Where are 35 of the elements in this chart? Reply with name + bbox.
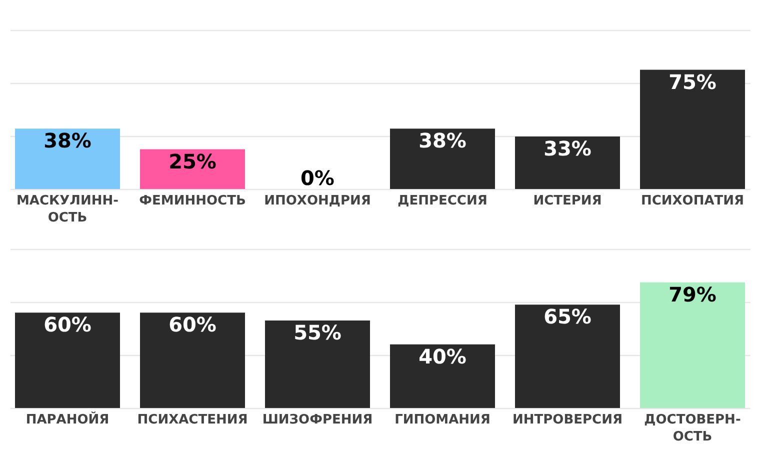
bar (390, 128, 495, 189)
bar (515, 304, 620, 408)
data-label: 60% (168, 312, 216, 337)
bar (140, 312, 245, 408)
bar (140, 149, 245, 189)
data-label: 33% (544, 136, 592, 161)
x-tick-label: ИСТЕРИЯ (533, 194, 602, 208)
bar (640, 282, 745, 408)
data-label: 38% (418, 128, 466, 153)
data-label: 60% (44, 312, 92, 337)
data-label: 0% (300, 166, 334, 190)
data-label: 25% (168, 149, 216, 174)
x-tick-label: ДЕПРЕССИЯ (398, 194, 488, 208)
data-label: 75% (668, 70, 716, 94)
data-label: 38% (44, 128, 92, 153)
x-tick-label: ПСИХОПАТИЯ (640, 194, 744, 208)
x-tick-label: ПСИХАСТЕНИЯ (137, 412, 248, 428)
bar (390, 344, 495, 408)
bar (265, 320, 370, 408)
bar (15, 128, 120, 189)
x-tick-label: ФЕМИННОСТЬ (139, 194, 246, 208)
x-tick-label: ДОСТОВЕРН-ОСТЬ (644, 412, 741, 444)
x-tick-label: ПАРАНОЙЯ (26, 410, 110, 428)
x-tick-label: ИНТРОВЕРСИЯ (512, 412, 622, 428)
x-tick-label: МАСКУЛИНН-ОСТЬ (16, 194, 119, 226)
bar (15, 312, 120, 408)
data-label: 40% (418, 344, 466, 368)
x-tick-label: ИПОХОНДРИЯ (264, 194, 371, 208)
data-label: 65% (544, 304, 592, 329)
bar (515, 136, 620, 189)
data-label: 79% (668, 282, 716, 306)
bar (640, 70, 745, 189)
x-tick-label: ГИПОМАНИЯ (394, 412, 490, 428)
data-label: 55% (294, 320, 342, 345)
x-tick-label: ШИЗОФРЕНИЯ (262, 412, 373, 428)
